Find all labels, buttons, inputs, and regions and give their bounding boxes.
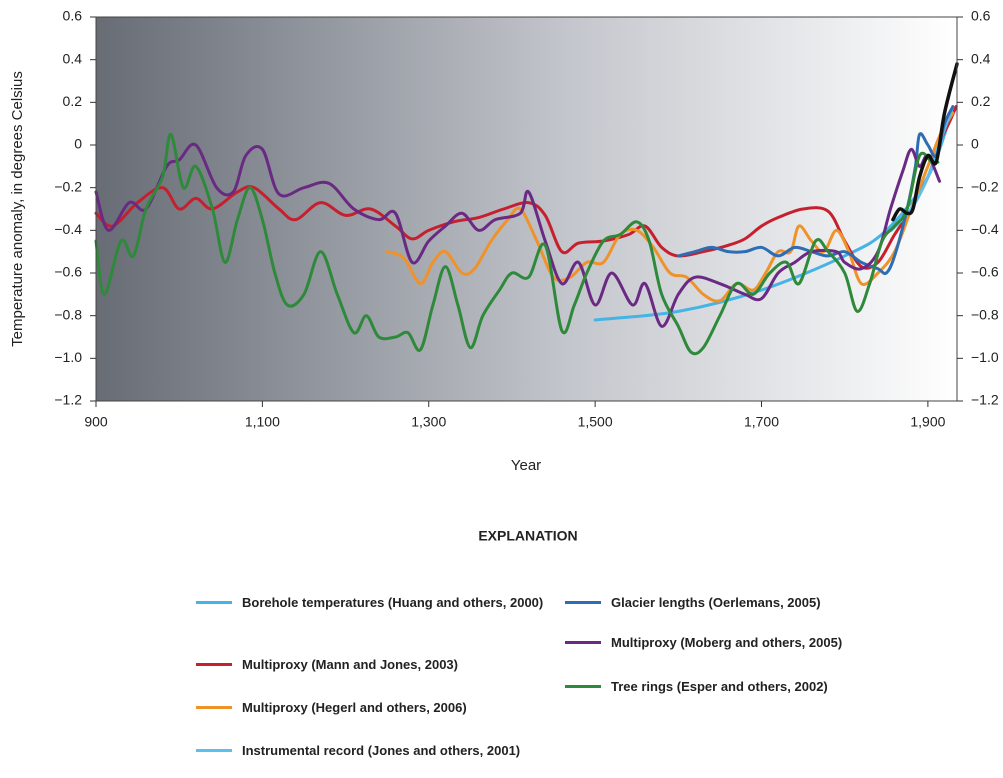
y2-tick-label: −0.8 (971, 306, 999, 322)
y2-tick-label: 0.2 (971, 93, 991, 109)
legend-entry: Borehole temperatures (Huang and others,… (196, 594, 547, 611)
legend-swatch (196, 749, 232, 752)
y2-tick-label: −0.4 (971, 221, 999, 237)
data-line (94, 105, 958, 270)
y2-tick-label: −1.2 (971, 392, 999, 408)
y-tick-label: −0.8 (54, 306, 82, 322)
x-tick-label: 1,500 (578, 414, 613, 430)
legend-title: EXPLANATION (478, 528, 577, 544)
y-tick-label: 0.2 (63, 93, 83, 109)
legend-swatch (565, 685, 601, 688)
plot (94, 62, 959, 356)
x-tick-label: 1,100 (245, 414, 280, 430)
data-line (94, 142, 942, 328)
legend-label: Instrumental record (Jones and others, 2… (242, 743, 521, 758)
legend-entry: Multiproxy (Hegerl and others, 2006) (196, 699, 547, 716)
x-tick-label: 1,700 (744, 414, 779, 430)
y2-tick-label: 0.6 (971, 8, 991, 24)
legend-swatch (196, 706, 232, 709)
x-axis-label: Year (511, 457, 541, 474)
legend-swatch (196, 663, 232, 666)
data-line (94, 132, 940, 356)
legend-entry: Multiproxy (Mann and Jones, 2003) (196, 656, 547, 673)
legend-entry: Instrumental record (Jones and others, 2… (196, 742, 547, 759)
y-tick-label: −0.2 (54, 178, 82, 194)
legend-label: Multiproxy (Moberg and others, 2005) (611, 635, 843, 650)
y-tick-label: −1.0 (54, 349, 82, 365)
legend-swatch (196, 601, 232, 604)
y2-tick-label: −0.6 (971, 264, 999, 280)
data-line (676, 105, 955, 276)
x-tick-label: 1,900 (910, 414, 945, 430)
y-tick-label: −1.2 (54, 392, 82, 408)
y-tick-label: −0.4 (54, 221, 82, 237)
legend-swatch (565, 641, 601, 644)
legend-label: Borehole temperatures (Huang and others,… (242, 595, 544, 610)
legend-label: Glacier lengths (Oerlemans, 2005) (611, 595, 821, 610)
y-tick-label: −0.6 (54, 264, 82, 280)
y2-tick-label: 0 (971, 136, 979, 152)
legend-label: Multiproxy (Mann and Jones, 2003) (242, 657, 458, 672)
legend-entry: Tree rings (Esper and others, 2002) (565, 678, 916, 695)
legend-swatch (565, 601, 601, 604)
plot-background (96, 17, 957, 401)
legend-entry: Glacier lengths (Oerlemans, 2005) (565, 594, 916, 611)
y-tick-label: 0 (74, 136, 82, 152)
y-tick-label: 0.4 (63, 50, 83, 66)
x-tick-label: 1,300 (411, 414, 446, 430)
y2-tick-label: −0.2 (971, 178, 999, 194)
legend-label: Tree rings (Esper and others, 2002) (611, 679, 828, 694)
x-tick-label: 900 (84, 414, 108, 430)
data-line (385, 111, 955, 303)
y-tick-label: 0.6 (63, 8, 83, 24)
y2-tick-label: −1.0 (971, 349, 999, 365)
y-axis-label: Temperature anomaly, in degrees Celsius (9, 71, 26, 347)
y2-tick-label: 0.4 (971, 50, 991, 66)
legend-entry: Multiproxy (Moberg and others, 2005) (565, 634, 916, 651)
legend-label: Multiproxy (Hegerl and others, 2006) (242, 700, 467, 715)
data-line (891, 62, 959, 222)
